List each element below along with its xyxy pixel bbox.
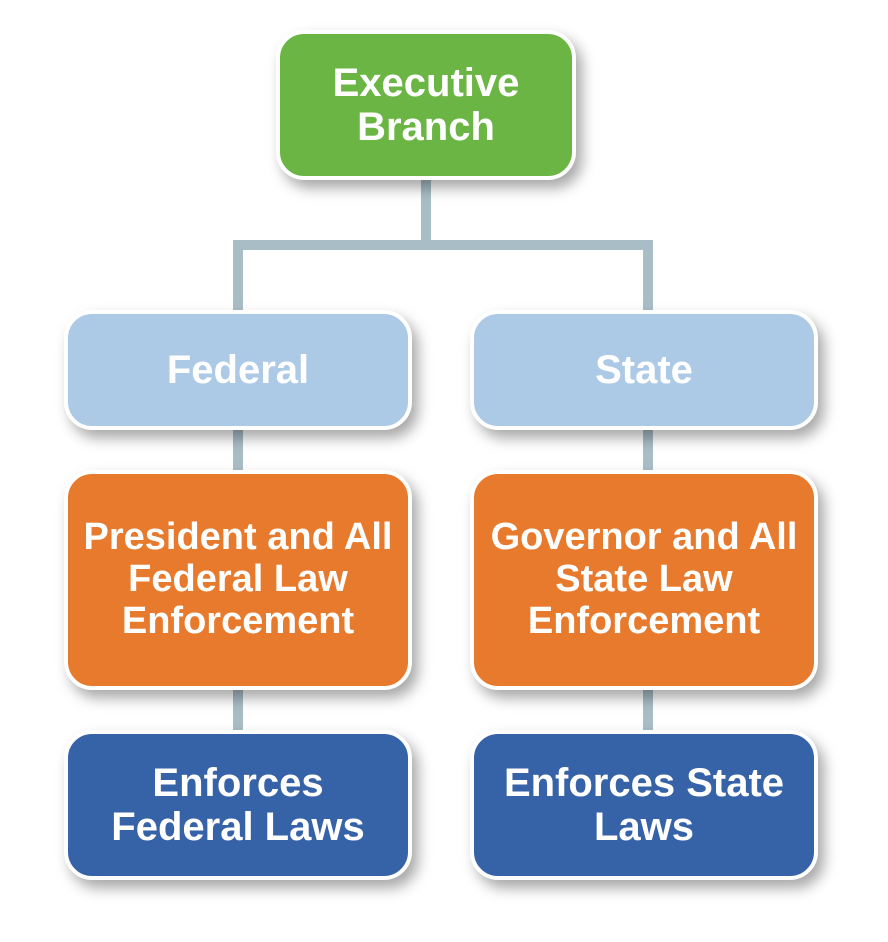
- node-label: Federal: [167, 348, 309, 392]
- connector: [643, 688, 653, 732]
- node-label: Enforces Federal Laws: [80, 761, 396, 849]
- connector: [643, 428, 653, 472]
- node-label: Enforces State Laws: [486, 761, 802, 849]
- node-state: State: [470, 310, 818, 430]
- node-executive-branch: Executive Branch: [276, 30, 576, 180]
- node-label: State: [595, 348, 693, 392]
- connector: [233, 240, 243, 312]
- node-state-body: Governor and All State Law Enforcement: [470, 470, 818, 690]
- connector: [643, 240, 653, 312]
- connector: [233, 688, 243, 732]
- node-label: President and All Federal Law Enforcemen…: [80, 517, 396, 642]
- node-state-action: Enforces State Laws: [470, 730, 818, 880]
- node-federal: Federal: [64, 310, 412, 430]
- org-chart: Executive Branch Federal State President…: [0, 0, 888, 942]
- connector: [233, 240, 653, 250]
- node-federal-body: President and All Federal Law Enforcemen…: [64, 470, 412, 690]
- connector: [233, 428, 243, 472]
- node-label: Governor and All State Law Enforcement: [486, 517, 802, 642]
- node-federal-action: Enforces Federal Laws: [64, 730, 412, 880]
- node-label: Executive Branch: [292, 61, 560, 149]
